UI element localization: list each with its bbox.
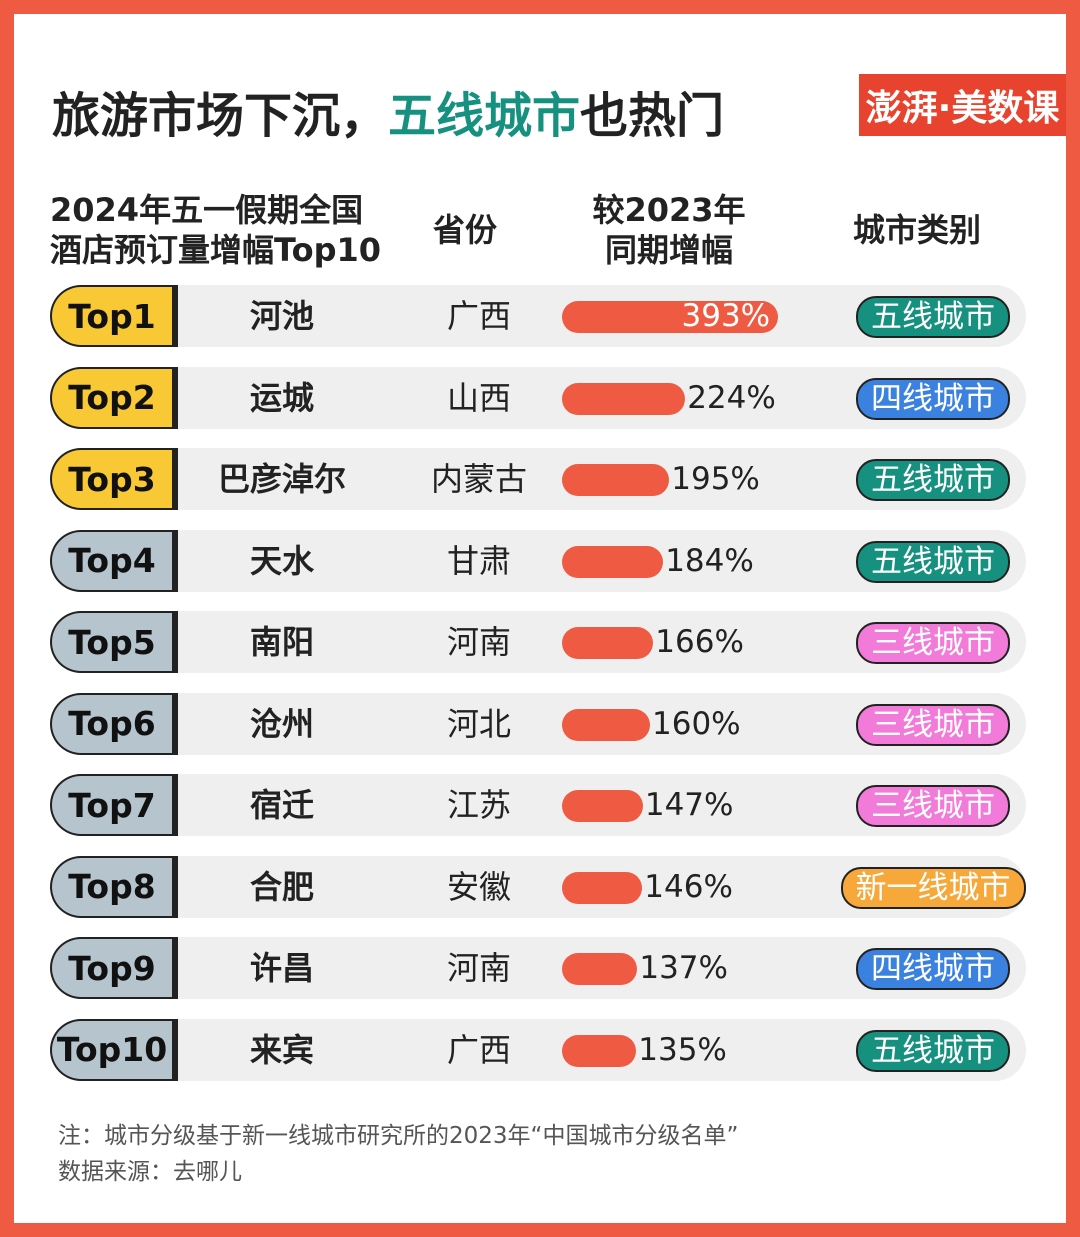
table-row: Top1 河池 广西 393% 五线城市: [50, 285, 1026, 347]
source: 数据来源：去哪儿: [58, 1159, 242, 1185]
province: 甘肃: [446, 541, 511, 580]
bar: [562, 871, 643, 904]
value-label: 147%: [644, 787, 734, 823]
table-row: Top4 天水 甘肃 184% 五线城市: [50, 529, 1026, 592]
table-row: Top5 南阳 河南 166% 三线城市: [50, 611, 1026, 673]
rank-badge: Top3: [50, 448, 178, 510]
rank-badge: Top9: [50, 937, 178, 999]
header: 城市类别: [852, 211, 981, 249]
city: 天水: [249, 541, 314, 580]
title-part: 旅游市场下沉，: [52, 88, 389, 144]
header: 省份: [432, 211, 497, 249]
city: 巴彦淖尔: [217, 460, 346, 498]
bar: [562, 382, 686, 415]
province: 河南: [446, 623, 511, 661]
rank-badge: Top7: [50, 774, 178, 836]
rank-badge: Top8: [50, 855, 178, 918]
city-tier: 四线城市: [856, 377, 1010, 420]
city-tier: 五线城市: [856, 540, 1010, 583]
header: 较2023年 同期增幅: [592, 191, 746, 269]
city-tier: 五线城市: [856, 459, 1010, 501]
city: 南阳: [249, 623, 314, 661]
value-label: 166%: [655, 624, 744, 660]
rank-badge: Top10: [50, 1018, 178, 1081]
header: 2024年五一假期全国 酒店预订量增幅Top10: [50, 191, 382, 269]
rank-badge: Top2: [50, 366, 178, 429]
rank-badge: Top4: [50, 529, 178, 592]
city: 宿迁: [249, 786, 314, 824]
logo: 澎湃·美数课: [859, 74, 1066, 136]
bar: [562, 790, 643, 822]
bar: [562, 1034, 637, 1067]
table-row: Top8 合肥 安徽 146% 新一线城市: [50, 855, 1026, 918]
rank-badge: Top6: [50, 692, 178, 755]
rank-badge: Top1: [50, 285, 178, 347]
value-label: 184%: [665, 542, 754, 579]
bar: [562, 627, 654, 659]
table-row: Top3 巴彦淖尔 内蒙古 195% 五线城市: [50, 448, 1026, 510]
value-label: 137%: [639, 950, 728, 986]
value-label: 195%: [671, 461, 760, 497]
province: 江苏: [446, 786, 511, 824]
value-label: 224%: [687, 379, 776, 416]
value-label: 160%: [652, 705, 741, 742]
value-label: 146%: [644, 868, 733, 905]
province: 广西: [446, 1030, 511, 1069]
province: 安徽: [446, 867, 511, 906]
city-tier: 三线城市: [856, 622, 1010, 664]
city: 来宾: [249, 1030, 314, 1069]
city: 运城: [249, 378, 314, 417]
city: 合肥: [249, 867, 314, 906]
city: 许昌: [249, 949, 314, 987]
rank-badge: Top5: [50, 611, 178, 673]
bar: [562, 545, 664, 578]
title-highlight: 五线城市: [388, 88, 581, 144]
bar: [562, 708, 650, 741]
province: 河南: [446, 949, 511, 987]
bar: [562, 464, 670, 496]
table-row: Top9 许昌 河南 137% 四线城市: [50, 937, 1026, 999]
table-row: Top2 运城 山西 224% 四线城市: [50, 366, 1026, 429]
table-row: Top10 来宾 广西 135% 五线城市: [50, 1018, 1026, 1081]
city: 河池: [249, 297, 314, 335]
city-tier: 三线城市: [856, 703, 1010, 746]
table-row: Top6 沧州 河北 160% 三线城市: [50, 692, 1026, 755]
city-tier: 新一线城市: [840, 866, 1026, 909]
title: 旅游市场下沉，五线城市也热门: [52, 76, 724, 146]
bar: [562, 301, 779, 333]
province: 广西: [446, 297, 511, 335]
city-tier: 五线城市: [856, 1029, 1010, 1072]
table-row: Top7 宿迁 江苏 147% 三线城市: [50, 774, 1026, 836]
value-label: 135%: [638, 1031, 727, 1068]
province: 内蒙古: [430, 460, 527, 498]
city-tier: 四线城市: [856, 948, 1010, 990]
value-label: 393%: [681, 298, 771, 334]
note: 注：城市分级基于新一线城市研究所的2023年“中国城市分级名单”: [58, 1123, 739, 1149]
city-tier: 五线城市: [856, 296, 1010, 338]
province: 河北: [446, 704, 511, 743]
province: 山西: [446, 378, 511, 417]
city: 沧州: [249, 704, 314, 743]
title-part: 也热门: [580, 88, 725, 144]
bar: [562, 953, 638, 985]
city-tier: 三线城市: [856, 785, 1010, 827]
